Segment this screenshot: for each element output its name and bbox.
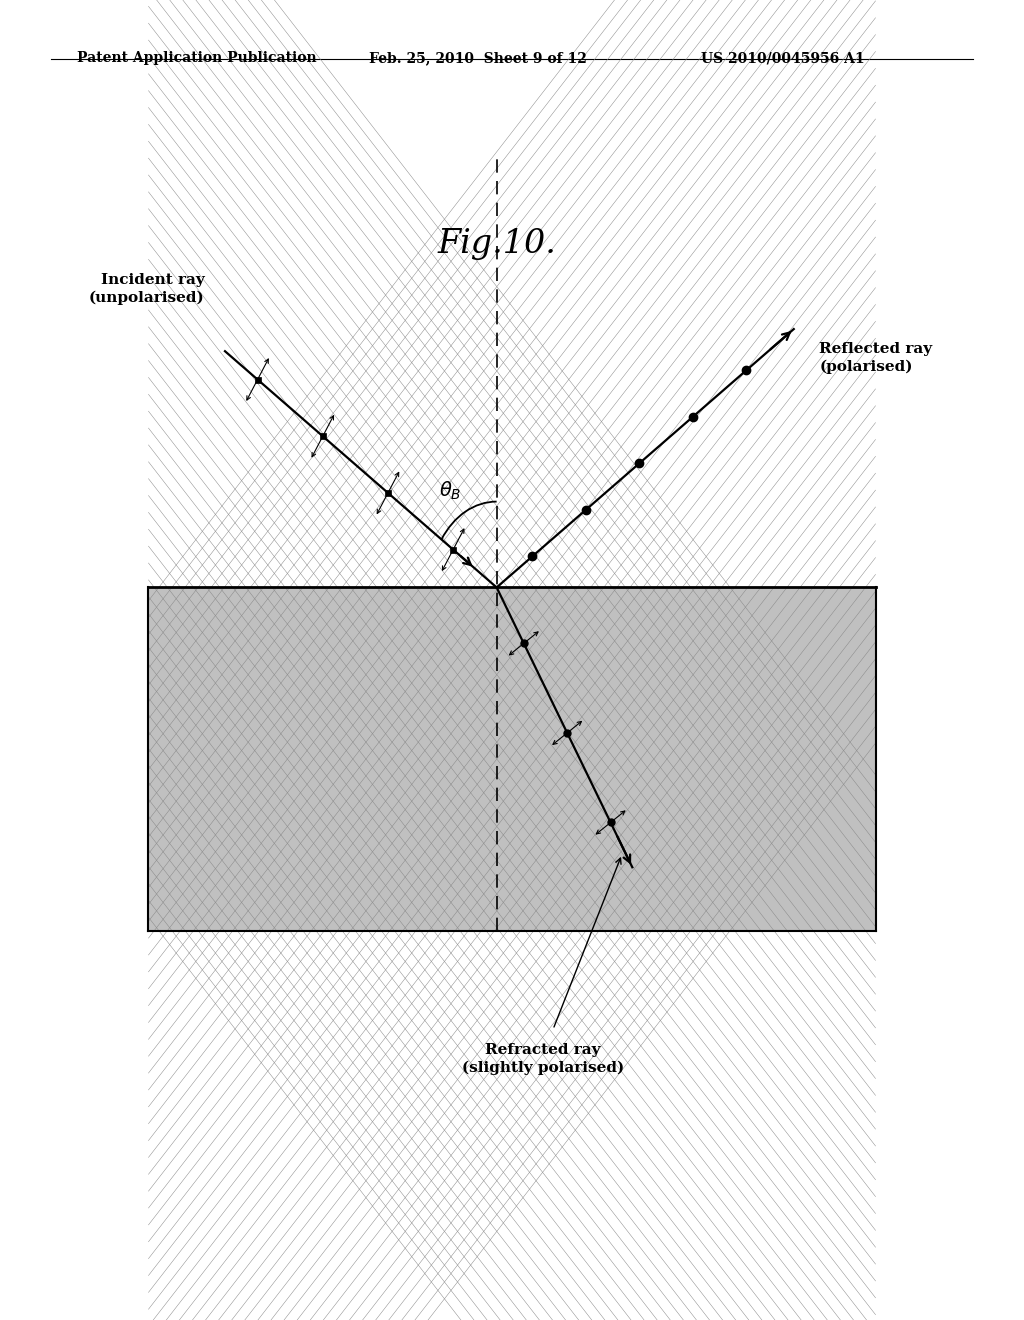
Text: Feb. 25, 2010  Sheet 9 of 12: Feb. 25, 2010 Sheet 9 of 12 <box>369 51 587 66</box>
Text: Reflected ray
(polarised): Reflected ray (polarised) <box>819 342 933 374</box>
Bar <box>148 587 876 931</box>
Text: Fig.10.: Fig.10. <box>437 228 556 260</box>
Text: Patent Application Publication: Patent Application Publication <box>77 51 316 66</box>
Text: $\theta_B$: $\theta_B$ <box>439 479 462 502</box>
Bar <box>148 587 876 931</box>
Text: US 2010/0045956 A1: US 2010/0045956 A1 <box>701 51 865 66</box>
Text: Refracted ray
(slightly polarised): Refracted ray (slightly polarised) <box>462 1043 624 1074</box>
Text: Incident ray
(unpolarised): Incident ray (unpolarised) <box>89 273 205 305</box>
